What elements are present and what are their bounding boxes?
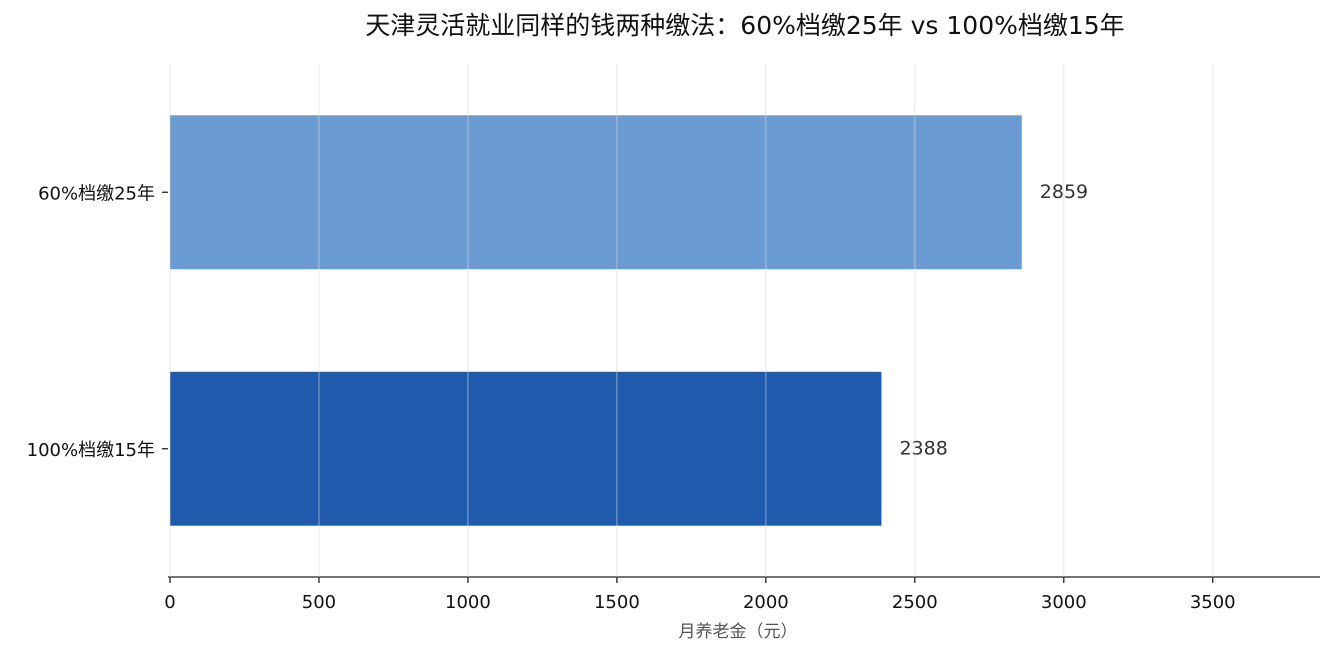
x-tick-label: 3500 <box>1190 592 1236 613</box>
x-axis-label: 月养老金（元） <box>679 622 798 642</box>
x-tick-label: 3000 <box>1041 592 1087 613</box>
value-label: 2388 <box>899 437 947 459</box>
bar <box>170 371 882 526</box>
y-tick-label: 60%档缴25年 <box>38 183 155 204</box>
x-tick-label: 0 <box>164 592 175 613</box>
bar <box>170 115 1022 270</box>
x-tick-label: 1000 <box>445 592 491 613</box>
y-tick-label: 100%档缴15年 <box>27 440 155 461</box>
chart-title: 天津灵活就业同样的钱两种缴法：60%档缴25年 vs 100%档缴15年 <box>365 11 1124 40</box>
x-tick-label: 2500 <box>892 592 938 613</box>
x-tick-label: 2000 <box>743 592 789 613</box>
x-tick-label: 1500 <box>594 592 640 613</box>
x-tick-label: 500 <box>302 592 336 613</box>
